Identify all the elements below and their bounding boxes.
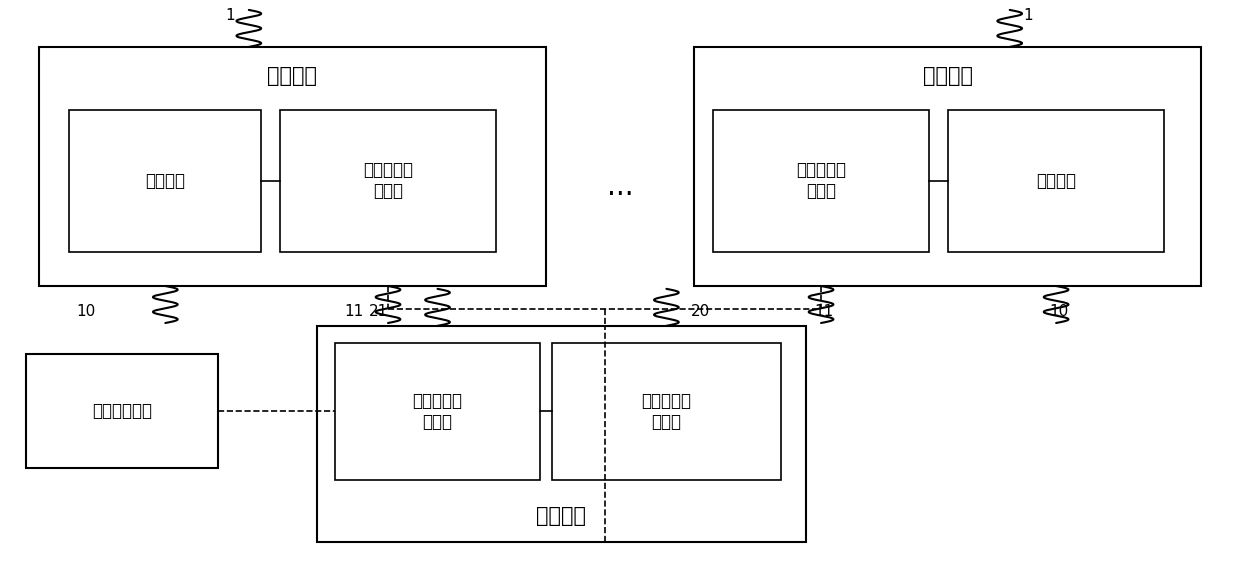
- Text: 主控制器: 主控制器: [1037, 172, 1076, 190]
- Bar: [26, 354, 218, 468]
- Bar: [713, 110, 929, 252]
- Text: 11: 11: [345, 304, 363, 319]
- Text: 第一无线通
信模块: 第一无线通 信模块: [363, 161, 413, 200]
- Text: 中央空调: 中央空调: [267, 66, 317, 86]
- Text: 用户控制设备: 用户控制设备: [92, 402, 153, 420]
- Text: 1: 1: [226, 8, 236, 23]
- Bar: [38, 47, 546, 286]
- Text: ···: ···: [606, 181, 634, 209]
- Bar: [336, 343, 539, 479]
- Bar: [317, 326, 806, 542]
- Text: 10: 10: [76, 304, 95, 319]
- Text: 11: 11: [815, 304, 833, 319]
- Text: 第一无线通
信模块: 第一无线通 信模块: [796, 161, 846, 200]
- Bar: [947, 110, 1164, 252]
- Text: 1: 1: [1023, 8, 1033, 23]
- Text: 主控制器: 主控制器: [145, 172, 185, 190]
- Bar: [694, 47, 1202, 286]
- Text: 第三无线通
信模块: 第三无线通 信模块: [413, 392, 463, 431]
- Text: 21: 21: [370, 304, 388, 319]
- Text: 第二无线通
信模块: 第二无线通 信模块: [641, 392, 692, 431]
- Bar: [69, 110, 262, 252]
- Text: 控制系统: 控制系统: [536, 506, 587, 526]
- Text: 10: 10: [1049, 304, 1069, 319]
- Bar: [552, 343, 781, 479]
- Text: 中央空调: 中央空调: [923, 66, 973, 86]
- Bar: [280, 110, 496, 252]
- Text: 20: 20: [691, 304, 711, 319]
